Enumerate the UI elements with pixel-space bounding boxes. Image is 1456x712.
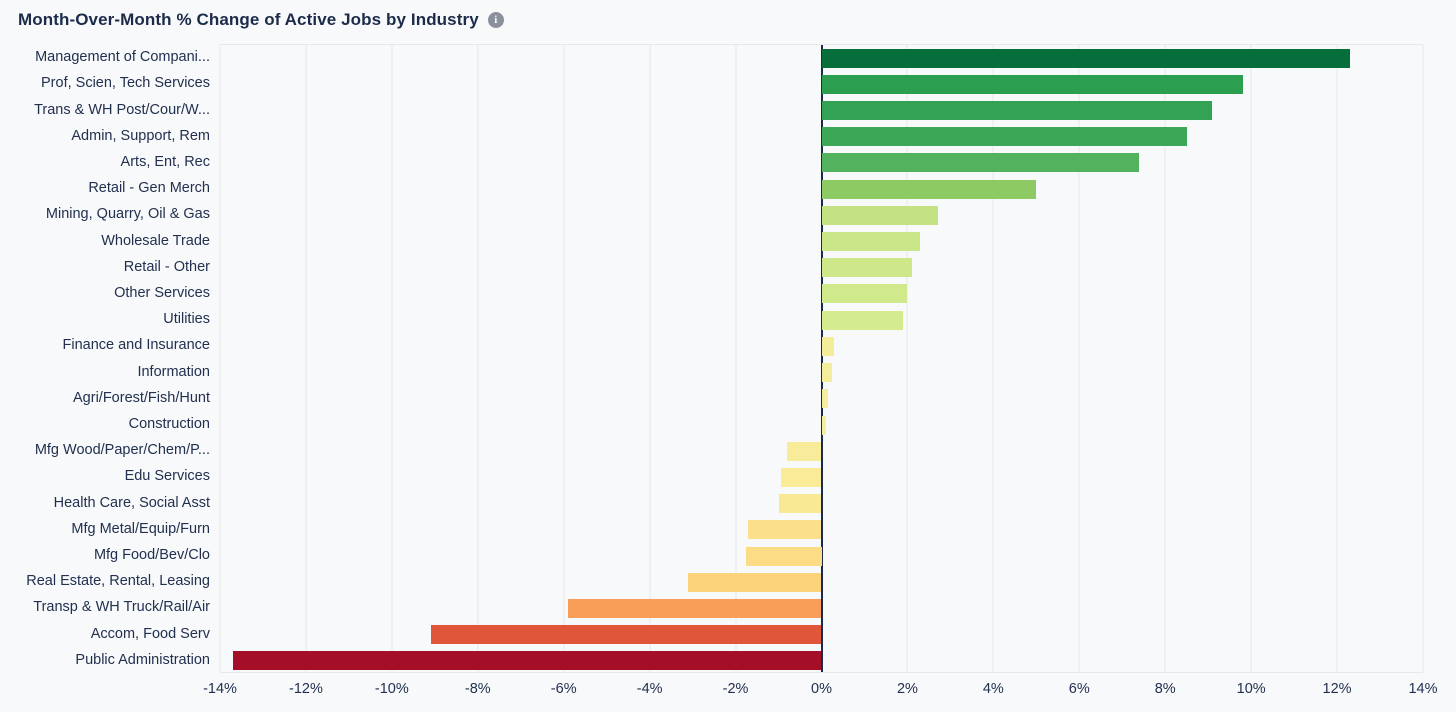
gridline: [1078, 45, 1080, 672]
y-axis-label: Wholesale Trade: [101, 232, 210, 249]
bar[interactable]: [821, 101, 1213, 121]
y-axis-label: Edu Services: [124, 468, 210, 485]
gridline: [1422, 45, 1424, 672]
y-axis-label: Public Administration: [75, 651, 210, 668]
gridline: [906, 45, 908, 672]
chart-header: Month-Over-Month % Change of Active Jobs…: [18, 10, 504, 30]
y-axis-label: Admin, Support, Rem: [71, 127, 210, 144]
y-axis-label: Mfg Wood/Paper/Chem/P...: [34, 442, 210, 459]
bar[interactable]: [821, 284, 908, 304]
bar[interactable]: [688, 572, 822, 592]
bar[interactable]: [821, 179, 1037, 199]
x-tick-label: 2%: [896, 681, 918, 697]
gridline: [649, 45, 651, 672]
y-axis-label: Construction: [128, 416, 210, 432]
bar[interactable]: [821, 389, 828, 409]
y-axis-label: Retail - Other: [123, 258, 210, 275]
bar[interactable]: [821, 48, 1350, 68]
bar[interactable]: [821, 153, 1140, 173]
bar[interactable]: [821, 415, 826, 435]
x-tick-label: -10%: [374, 681, 409, 697]
chart-title: Month-Over-Month % Change of Active Jobs…: [18, 10, 479, 29]
gridline: [563, 45, 565, 672]
plot-area: -14% -12% -10% -8% -6% -4% -2% 0% 2% 4% 6% 8% 10% 12%…: [203, 44, 1438, 697]
bar[interactable]: [746, 546, 822, 566]
gridline: [219, 45, 221, 672]
gridline: [735, 45, 737, 672]
gridline: [391, 45, 393, 672]
bar[interactable]: [568, 598, 822, 618]
bar[interactable]: [821, 363, 833, 383]
gridline: [1250, 45, 1252, 672]
y-axis-label: Management of Compani...: [35, 49, 210, 66]
bar[interactable]: [430, 625, 822, 645]
y-axis-label: Transp & WH Truck/Rail/Air: [33, 599, 210, 616]
info-icon[interactable]: i: [487, 12, 504, 28]
y-axis-label: Other Services: [114, 284, 210, 301]
y-axis-label: Mfg Food/Bev/Clo: [93, 547, 210, 564]
x-tick-label: -8%: [464, 681, 491, 697]
y-axis-label: Mfg Metal/Equip/Furn: [71, 520, 210, 537]
bar[interactable]: [748, 520, 822, 540]
y-axis-label: Utilities: [163, 311, 210, 328]
bar[interactable]: [821, 232, 921, 252]
x-tick-label: -6%: [550, 681, 577, 697]
x-tick-label: -12%: [288, 681, 323, 697]
bar[interactable]: [821, 258, 912, 278]
x-tick-label: 12%: [1322, 681, 1352, 697]
y-axis-label: Information: [137, 363, 210, 380]
bar[interactable]: [821, 310, 904, 330]
bar[interactable]: [778, 494, 822, 514]
y-axis-label: Retail - Gen Merch: [88, 180, 210, 197]
y-axis-labels: Management of Compani... Prof, Scien, Tec…: [0, 44, 210, 673]
x-tick-label: 4%: [982, 681, 1004, 697]
x-tick-label: 10%: [1236, 681, 1266, 697]
y-axis-label: Accom, Food Serv: [90, 625, 210, 642]
y-axis-label: Mining, Quarry, Oil & Gas: [45, 206, 210, 223]
gridline: [305, 45, 307, 672]
zero-axis-line: [820, 45, 823, 672]
x-tick-label: -2%: [722, 681, 749, 697]
gridline: [477, 45, 479, 672]
x-tick-label: 8%: [1154, 681, 1176, 697]
x-tick-label: 0%: [811, 681, 832, 697]
bar[interactable]: [821, 74, 1243, 94]
gridline: [1164, 45, 1166, 672]
x-tick-label: 6%: [1068, 681, 1090, 697]
y-axis-label: Prof, Scien, Tech Services: [41, 75, 210, 92]
bar[interactable]: [787, 441, 822, 461]
bar[interactable]: [821, 336, 835, 356]
y-axis-label: Real Estate, Rental, Leasing: [26, 573, 210, 590]
y-axis-label: Arts, Ent, Rec: [120, 153, 210, 170]
x-tick-label: -14%: [203, 681, 237, 697]
y-axis-label: Finance and Insurance: [62, 337, 210, 354]
y-axis-label: Health Care, Social Asst: [53, 494, 210, 511]
bar[interactable]: [780, 467, 822, 487]
y-axis-label: Agri/Forest/Fish/Hunt: [73, 389, 210, 406]
bar[interactable]: [232, 651, 822, 671]
x-tick-label: -4%: [636, 681, 663, 697]
bar[interactable]: [821, 127, 1187, 147]
gridline: [992, 45, 994, 672]
bar[interactable]: [821, 205, 938, 225]
gridline: [1336, 45, 1338, 672]
y-axis-label: Trans & WH Post/Cour/W...: [34, 101, 210, 118]
x-tick-label: 14%: [1408, 681, 1438, 697]
